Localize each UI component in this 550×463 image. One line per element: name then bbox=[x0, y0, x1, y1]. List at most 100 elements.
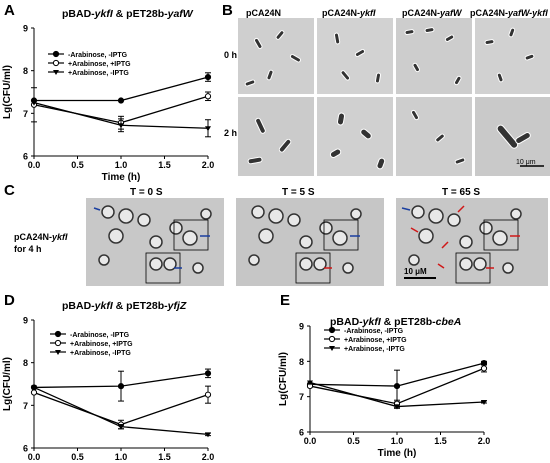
x-tick-label: 0.5 bbox=[347, 436, 360, 446]
y-tick-label: 9 bbox=[23, 24, 28, 34]
svg-text:10 μM: 10 μM bbox=[404, 267, 427, 276]
data-point bbox=[480, 365, 488, 372]
panel-b-col-2: pCA24N-ykfI bbox=[322, 8, 376, 18]
data-point bbox=[53, 70, 59, 75]
panel-b-col-4: pCA24N-yafW-ykfI bbox=[470, 8, 548, 18]
series-2 bbox=[31, 385, 211, 438]
panel-a-chart: 6 7 8 9 0.0 0.5 1.0 1.5 2.0 Time (h) Lg(CFU/ml) -Ar… bbox=[2, 24, 215, 183]
panel-b-row-2h: 2 h bbox=[224, 128, 238, 138]
y-tick-label: 6 bbox=[299, 428, 304, 438]
x-tick-label: 1.5 bbox=[158, 452, 171, 462]
panel-e-chart: 6 7 8 9 0.0 0.5 1.0 1.5 2.0 Time (h) Lg(CFU/ml) -Ar… bbox=[278, 322, 491, 459]
x-tick-label: 1.5 bbox=[158, 160, 171, 170]
legend-entry: +Arabinose, +IPTG bbox=[50, 339, 133, 348]
legend-label: +Arabinose, -IPTG bbox=[344, 346, 405, 353]
legend-entry: +Arabinose, -IPTG bbox=[48, 70, 129, 77]
legend-entry: +Arabinose, +IPTG bbox=[48, 59, 131, 68]
legend-entry: -Arabinose, -IPTG bbox=[50, 330, 130, 339]
data-point bbox=[118, 424, 124, 430]
data-point bbox=[328, 326, 336, 334]
data-point bbox=[31, 385, 37, 391]
legend-label: +Arabinose, +IPTG bbox=[70, 341, 133, 348]
panel-letter-c: C bbox=[4, 182, 15, 199]
y-tick-label: 6 bbox=[23, 444, 28, 454]
y-tick-label: 9 bbox=[299, 322, 304, 332]
legend-entry: +Arabinose, -IPTG bbox=[50, 350, 131, 357]
data-point bbox=[205, 432, 211, 438]
x-tick-label: 2.0 bbox=[202, 160, 215, 170]
data-point bbox=[52, 50, 60, 58]
data-point bbox=[307, 380, 313, 386]
data-point bbox=[118, 123, 124, 129]
x-tick-label: 1.0 bbox=[115, 160, 128, 170]
series-line bbox=[34, 76, 209, 102]
panel-letter-b: B bbox=[222, 2, 233, 19]
panel-c-time-5: T = 5 S bbox=[282, 187, 315, 198]
y-tick-label: 8 bbox=[23, 66, 28, 76]
data-point bbox=[329, 346, 335, 351]
panel-c-time-65: T = 65 S bbox=[442, 187, 481, 198]
y-tick-label: 9 bbox=[23, 316, 28, 326]
data-point bbox=[205, 126, 211, 132]
data-point bbox=[204, 370, 212, 377]
series-2 bbox=[307, 380, 487, 410]
panel-c-arrows bbox=[93, 205, 520, 269]
panel-c-scale-bar: 10 μM bbox=[404, 267, 436, 279]
y-tick-label: 8 bbox=[299, 357, 304, 367]
x-tick-label: 2.0 bbox=[478, 436, 491, 446]
panel-b-col-3: pCA24N-yafW bbox=[402, 8, 462, 18]
data-point bbox=[55, 350, 61, 355]
legend-entry: -Arabinose, -IPTG bbox=[48, 50, 128, 59]
data-point bbox=[393, 382, 401, 390]
data-point bbox=[54, 339, 62, 347]
data-point bbox=[204, 93, 212, 100]
y-axis-label: Lg(CFU/ml) bbox=[2, 65, 13, 119]
x-tick-label: 1.5 bbox=[434, 436, 447, 446]
legend-label: +Arabinose, +IPTG bbox=[344, 337, 407, 344]
panel-b-row-0h: 0 h bbox=[224, 50, 238, 60]
legend-entry: -Arabinose, -IPTG bbox=[324, 326, 404, 335]
legend-label: -Arabinose, -IPTG bbox=[68, 52, 128, 59]
panel-letter-a: A bbox=[4, 2, 15, 19]
data-point bbox=[52, 59, 60, 67]
data-point bbox=[204, 73, 212, 81]
data-point bbox=[30, 389, 38, 396]
panel-c-image-row: 10 μM bbox=[86, 198, 548, 286]
data-point bbox=[54, 330, 62, 338]
data-point bbox=[117, 383, 125, 390]
panel-c-time-0: T = 0 S bbox=[130, 187, 163, 198]
svg-text:10 μm: 10 μm bbox=[516, 159, 536, 166]
y-tick-label: 7 bbox=[299, 392, 304, 402]
micro-b-cells bbox=[244, 27, 535, 170]
panel-letter-e: E bbox=[280, 292, 291, 309]
panel-e-title: pBAD-ykfI & pET28b-cbeA bbox=[330, 316, 462, 328]
data-point bbox=[394, 404, 400, 410]
panel-letter-d: D bbox=[4, 292, 15, 309]
legend-label: +Arabinose, -IPTG bbox=[68, 70, 129, 77]
x-axis-label: Time (h) bbox=[378, 448, 417, 459]
y-tick-label: 8 bbox=[23, 358, 28, 368]
y-tick-label: 6 bbox=[23, 152, 28, 162]
panel-a-title: pBAD-ykfI & pET28b-yafW bbox=[62, 8, 193, 20]
series-2 bbox=[31, 100, 211, 138]
x-tick-label: 0.0 bbox=[28, 160, 41, 170]
data-point bbox=[481, 399, 487, 405]
x-tick-label: 2.0 bbox=[202, 452, 215, 462]
legend-label: -Arabinose, -IPTG bbox=[344, 328, 404, 335]
x-tick-label: 1.0 bbox=[115, 452, 128, 462]
panel-c-cells bbox=[98, 205, 522, 274]
legend-label: +Arabinose, +IPTG bbox=[68, 61, 131, 68]
data-point bbox=[204, 391, 212, 398]
x-axis-label: Time (h) bbox=[102, 172, 141, 182]
x-tick-label: 0.5 bbox=[71, 160, 84, 170]
y-axis-label: Lg(CFU/ml) bbox=[278, 352, 289, 406]
legend-entry: +Arabinose, -IPTG bbox=[324, 346, 405, 353]
y-axis-label: Lg(CFU/ml) bbox=[2, 357, 13, 411]
legend-entry: +Arabinose, +IPTG bbox=[324, 335, 407, 344]
x-tick-label: 1.0 bbox=[391, 436, 404, 446]
series-0 bbox=[30, 368, 212, 402]
panel-b-scale-bar: 10 μm bbox=[516, 159, 544, 167]
legend-label: -Arabinose, -IPTG bbox=[70, 332, 130, 339]
panel-b-image-grid: 10 μm bbox=[238, 18, 550, 176]
